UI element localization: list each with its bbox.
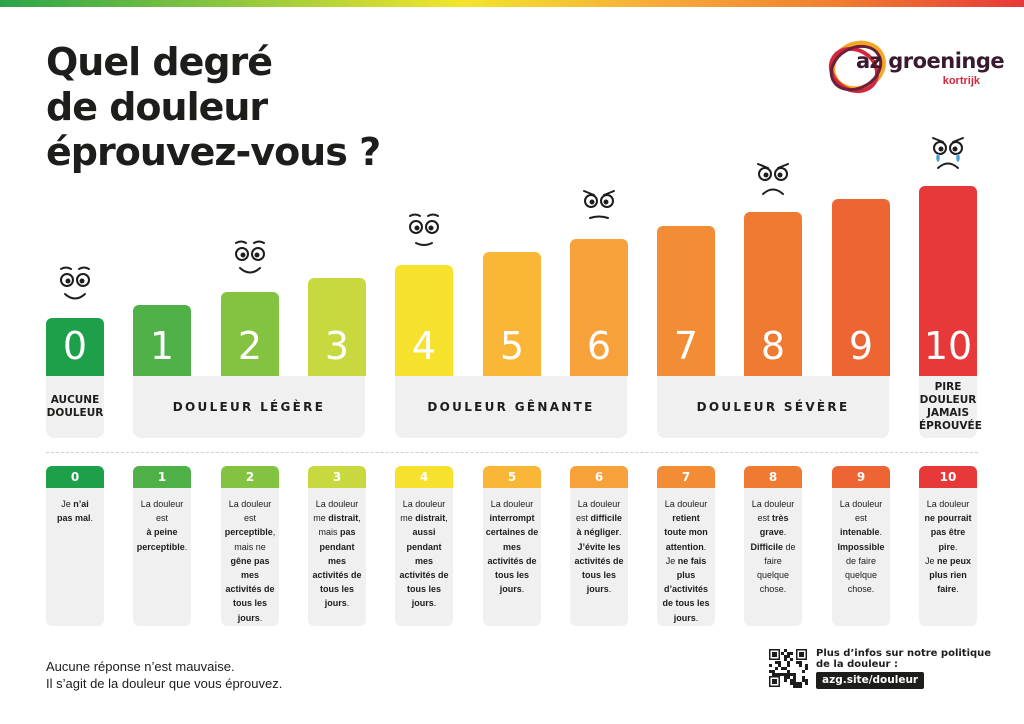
card-level-4: 4 La douleur me distrait, aussi pendant mes ac… [395,466,453,626]
bar-label-2: 2 [237,324,263,368]
bar-label-3: 3 [324,324,350,368]
title-line-1: Quel degré [46,40,273,84]
card-header-9: 9 [832,466,890,488]
bar-8: 8 [744,212,802,376]
card-level-5: 5 La douleur interrompt certaines de mes acti… [483,466,541,626]
card-header-7: 7 [657,466,715,488]
top-gradient-bar [0,0,1024,7]
band-worst-line-1: PIRE [934,381,962,393]
card-header-0: 0 [46,466,104,488]
card-header-1: 1 [133,466,191,488]
band-bothersome-pain: DOULEUR GÊNANTE [395,376,627,438]
bar-label-4: 4 [411,324,437,368]
face-icon-10 [932,137,964,169]
card-level-7: 7 La douleur retient toute mon attention. Je … [657,466,715,626]
card-description-3: La douleur me distrait, mais pas pendant mes… [312,499,362,609]
card-header-6: 6 [570,466,628,488]
info-line-1: Plus d’infos sur notre politique [816,648,992,659]
card-description-4: La douleur me distrait, aussi pendant mes act… [399,499,449,609]
bar-label-1: 1 [149,324,175,368]
band-worst-line-4: ÉPROUVÉE [919,420,982,432]
qr-code-icon[interactable] [768,648,808,688]
bar-5: 5 [483,252,541,376]
bar-label-9: 9 [848,324,874,368]
band-worst-line-2: DOULEUR [919,394,977,406]
card-description-2: La douleur est perceptible, mais ne gêne pas… [224,499,276,623]
title-line-3: éprouvez-vous ? [46,130,381,174]
card-header-2: 2 [221,466,279,488]
card-description-5: La douleur interrompt certaines de mes activ… [485,499,539,595]
card-level-8: 8 La douleur est très grave. Difficile de fai… [744,466,802,626]
band-severe-pain: DOULEUR SÉVÈRE [657,376,889,438]
footnote-line-2: Il s’agit de la douleur que vous éprouve… [46,676,283,691]
bar-9: 9 [832,199,890,376]
face-icon-6 [583,190,615,219]
band-no-pain-line-1: AUCUNE [50,394,100,406]
bar-label-10: 10 [923,324,973,368]
bar-2: 2 [221,292,279,376]
band-worst-pain: PIRE DOULEUR JAMAIS ÉPROUVÉE [919,376,982,438]
card-level-3: 3 La douleur me distrait, mais pas pendant me… [308,466,366,626]
bar-label-5: 5 [499,324,525,368]
logo: az groeninge kortrijk [822,34,1005,102]
footnote-line-1: Aucune réponse n’est mauvaise. [46,659,235,674]
bar-label-8: 8 [760,324,786,368]
card-header-4: 4 [395,466,453,488]
band-no-pain: AUCUNE DOULEUR [46,376,104,438]
logo-city: kortrijk [942,75,980,87]
card-level-2: 2 La douleur est perceptible, mais ne gêne pa… [221,466,279,626]
az-groeninge-logo-icon [828,40,886,94]
bar-1: 1 [133,305,191,376]
card-description-8: La douleur est très grave. Difficile de fair… [750,499,796,595]
card-level-0: 0 Je n’ai pas mal. [46,466,104,626]
card-level-1: 1 La douleur est à peine perceptible. [133,466,191,626]
footnote: Aucune réponse n’est mauvaise. Il s’agit… [46,658,282,692]
card-description-1: La douleur est à peine perceptible. [136,499,188,552]
page-title: Quel degré de douleur éprouvez-vous ? [46,40,466,175]
face-icon-4 [409,213,439,246]
bar-label-7: 7 [673,324,699,368]
dashed-divider [46,452,978,453]
card-header-5: 5 [483,466,541,488]
info-line-2: de la douleur : [816,659,898,670]
card-header-8: 8 [744,466,802,488]
info-text: Plus d’infos sur notre politique de la d… [816,648,992,670]
bar-0: 0 [46,318,104,376]
card-description-9: La douleur est intenable. Impossible de fair… [837,499,885,595]
card-level-9: 9 La douleur est intenable. Impossible de fai… [832,466,890,626]
bar-3: 3 [308,278,366,376]
bar-10: 10 [919,186,977,376]
bar-label-6: 6 [586,324,612,368]
card-level-10: 10 La douleur ne pourrait pas être pire. Je n… [919,466,977,626]
band-no-pain-line-2: DOULEUR [46,407,104,419]
bar-6: 6 [570,239,628,376]
card-header-10: 10 [919,466,977,488]
card-level-6: 6 La douleur est difficile à négliger. J’évi… [570,466,628,626]
bar-label-0: 0 [62,324,88,368]
info-link[interactable]: azg.site/douleur [816,672,925,689]
band-worst-line-3: JAMAIS [926,407,970,419]
card-description-7: La douleur retient toute mon attention. Je n… [662,499,710,623]
title-line-2: de douleur [46,85,268,129]
card-header-3: 3 [308,466,366,488]
band-light-pain: DOULEUR LÉGÈRE [133,376,365,438]
logo-brand: az groeninge [856,49,1005,73]
card-description-6: La douleur est difficile à négliger. J’évit… [574,499,624,595]
bar-4: 4 [395,265,453,376]
face-icon-2 [235,240,265,274]
card-description-10: La douleur ne pourrait pas être pire. Je ne … [924,499,972,595]
face-icon-0 [60,266,90,300]
bar-7: 7 [657,226,715,376]
card-description-0: Je n’ai pas mal. [56,499,94,524]
face-icon-8 [757,163,789,195]
